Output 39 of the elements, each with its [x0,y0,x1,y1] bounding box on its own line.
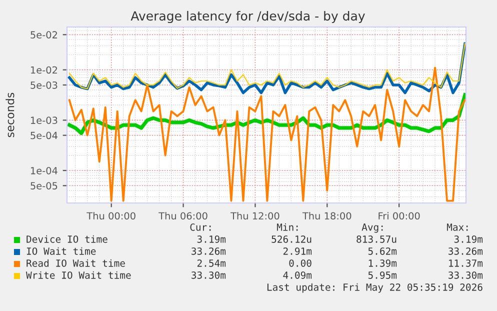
text: 33.30m [448,271,483,279]
chart-title: Average latency for /dev/sda - by day [130,10,365,24]
text: Avg: [362,224,383,233]
text: 33.26m [448,247,483,255]
x-tick-label: Thu 06:00 [158,212,208,220]
y-tick-label: 5e-05 [30,182,58,190]
text: 3.19m [454,235,483,243]
text: 2.54m [197,259,226,267]
legend-label: Device IO time [26,235,108,243]
text: 33.30m [192,271,226,279]
y-tick-label: 1e-03 [30,116,58,124]
text: 5.62m [368,247,397,255]
text: 0.00 [289,259,312,267]
text: Min: [276,223,298,231]
x-tick-label: Thu 12:00 [230,212,280,220]
text: 1.39m [368,259,397,267]
text: 4.09m [283,271,312,279]
text: 33.26m [192,247,226,255]
legend-label: IO Wait time [26,247,96,255]
y-tick-label: 1e-02 [30,66,57,74]
y-axis-title: seconds [6,92,14,138]
text: Cur: [190,223,211,231]
text: 2.91m [283,247,312,255]
text: 5.95m [368,271,397,279]
legend-label: Write IO Wait time [26,271,131,279]
text: 526.12u [272,235,312,243]
x-tick-label: Fri 00:00 [378,212,420,220]
y-tick-label: 5e-02 [30,31,57,38]
legend-label: Read IO Wait time [26,259,125,267]
text: 11.37m [449,259,483,267]
y-tick-label: 5e-03 [30,81,58,89]
text: 813.57u [356,235,396,243]
y-tick-label: 5e-04 [30,132,58,140]
y-tick-label: 1e-04 [30,166,58,174]
text: 3.19m [197,235,226,243]
x-tick-label: Thu 00:00 [86,212,136,220]
x-tick-label: Thu 18:00 [302,212,352,220]
text: Max: [446,224,468,231]
text: Last update: Fri May 22 05:35:19 2026 [267,283,482,293]
